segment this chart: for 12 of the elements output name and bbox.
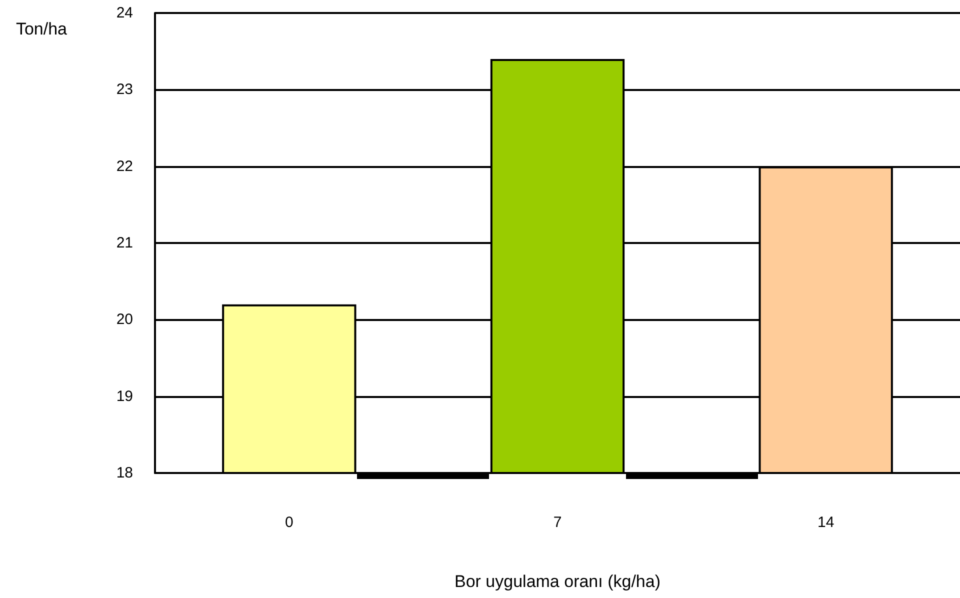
y-tick-label: 19 [116,388,133,405]
x-tick-label: 7 [553,514,562,531]
y-tick-label: 21 [116,234,133,252]
x-axis-title: Bor uygulama oranı (kg/ha) [454,572,660,591]
y-tick-label: 24 [116,4,133,22]
x-tick-label: 0 [284,514,294,531]
y-tick-label: 20 [116,311,133,328]
y-tick-label: 23 [116,81,133,98]
y-tick-label: 18 [116,464,133,482]
y-tick-label: 22 [116,158,133,175]
y-axis-title: Ton/ha [16,20,68,38]
x-tick-label: 14 [817,514,834,531]
